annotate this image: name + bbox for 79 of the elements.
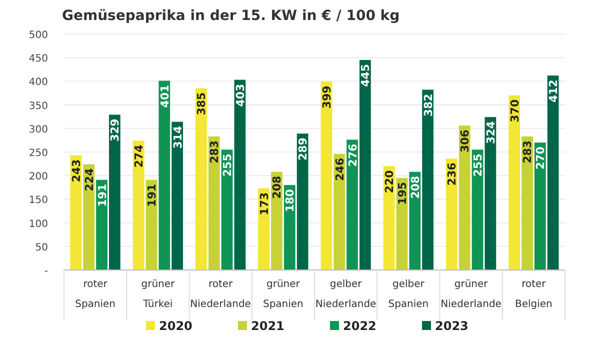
y-tick-label: 100 <box>28 218 48 230</box>
legend-label: 2021 <box>251 319 284 333</box>
x-tick-label: grüner Spanien <box>262 279 304 310</box>
y-tick-label: 50 <box>35 242 48 254</box>
x-tick-label: gelber Niederlande <box>315 279 376 310</box>
y-tick-label: 250 <box>28 148 48 159</box>
data-label: 329 <box>108 118 122 142</box>
bar <box>258 188 270 270</box>
bar <box>383 166 395 270</box>
data-label: 243 <box>70 159 83 182</box>
data-label: 255 <box>472 154 485 177</box>
data-label: 370 <box>508 99 522 122</box>
data-label: 403 <box>234 84 247 107</box>
x-tick-label: grüner Türkei <box>141 279 176 310</box>
data-label: 412 <box>547 80 560 103</box>
legend-label: 2020 <box>159 319 192 333</box>
bar <box>172 122 183 270</box>
bar <box>446 158 458 270</box>
bar <box>158 80 170 270</box>
bar <box>208 136 220 270</box>
bar <box>320 82 332 270</box>
y-tick-label: 200 <box>28 172 48 183</box>
data-label: 195 <box>396 182 409 205</box>
data-label: 191 <box>96 184 109 207</box>
data-label: 399 <box>320 86 334 109</box>
data-label: 324 <box>484 120 498 144</box>
data-label: 173 <box>258 192 271 216</box>
bar <box>360 60 371 270</box>
data-label: 246 <box>333 158 346 181</box>
bar <box>346 140 358 270</box>
data-label: 224 <box>82 168 96 192</box>
data-label: 283 <box>521 140 534 164</box>
legend-label: 2023 <box>435 319 468 333</box>
x-tick-label: grüner Niederlande <box>440 279 502 310</box>
data-label: 306 <box>458 129 472 153</box>
data-label: 276 <box>346 143 360 167</box>
data-label: 385 <box>195 92 208 116</box>
data-label: 274 <box>132 144 146 168</box>
bar <box>234 80 246 270</box>
data-label: 445 <box>359 64 372 87</box>
data-label: 220 <box>383 170 396 194</box>
bar <box>534 142 546 270</box>
data-label: 283 <box>208 140 222 164</box>
bar <box>132 140 144 270</box>
bar <box>83 164 95 270</box>
bar <box>196 88 207 270</box>
data-label: 208 <box>270 176 284 199</box>
data-label: 236 <box>446 162 459 186</box>
data-label: 382 <box>422 94 435 117</box>
bar <box>96 180 108 270</box>
bar <box>508 95 520 270</box>
y-tick-label: 300 <box>28 124 48 136</box>
x-tick-label: roter Belgien <box>514 279 552 310</box>
data-label: 255 <box>221 154 234 177</box>
x-tick-label: roter Spanien <box>75 279 116 310</box>
x-tick-label: gelber Spanien <box>388 279 429 310</box>
data-label: 191 <box>145 184 158 207</box>
data-label: 208 <box>408 176 422 199</box>
bar <box>547 76 559 270</box>
bar <box>484 117 496 270</box>
y-tick-label: 150 <box>28 195 48 206</box>
data-label: 289 <box>296 138 310 161</box>
chart-title: Gemüsepaprika in der 15. KW in € / 100 kg <box>62 8 400 24</box>
legend-label: 2022 <box>343 319 376 333</box>
bar <box>522 136 533 270</box>
data-label: 314 <box>171 125 184 149</box>
y-tick-label: 350 <box>28 100 48 112</box>
bar <box>109 114 120 270</box>
bar <box>458 126 470 270</box>
y-tick-label: - <box>44 266 48 277</box>
data-label: 401 <box>158 84 172 108</box>
y-tick-label: 450 <box>28 54 48 65</box>
bar <box>422 90 434 270</box>
y-tick-label: 400 <box>28 77 48 88</box>
data-label: 180 <box>284 188 297 212</box>
y-tick-label: 500 <box>28 30 48 41</box>
bar <box>334 154 346 270</box>
x-tick-label: roter Niederlande <box>190 279 251 310</box>
data-label: 270 <box>534 146 548 170</box>
